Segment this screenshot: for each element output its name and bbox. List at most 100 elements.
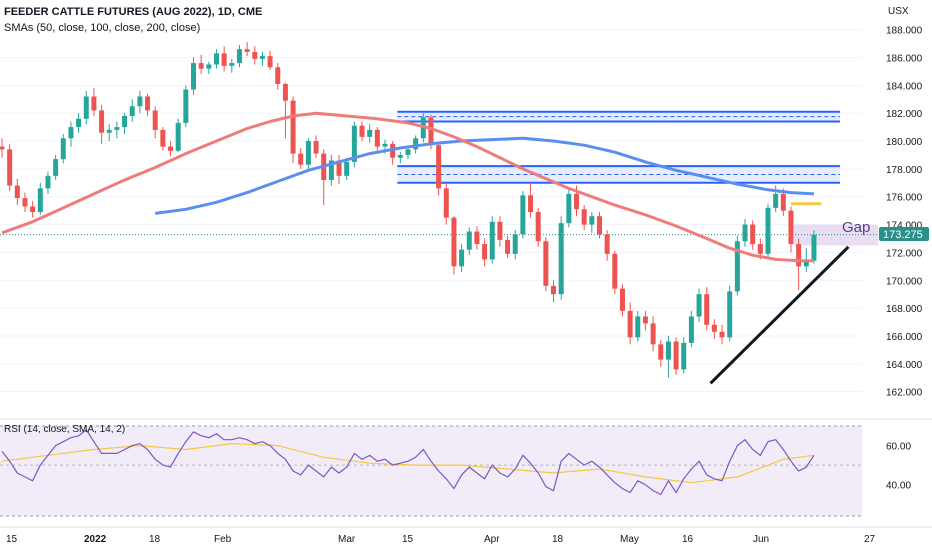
- candle-body: [359, 125, 365, 137]
- candle-body: [635, 316, 641, 338]
- candle-body: [160, 129, 166, 147]
- support-trendline: [709, 245, 850, 385]
- y-tick-label: 162.000: [886, 388, 923, 399]
- candle-body: [413, 138, 419, 150]
- candle-body: [298, 153, 304, 165]
- candle-body: [91, 96, 97, 111]
- candle-body: [351, 125, 357, 162]
- candle-body: [589, 216, 595, 225]
- rsi-line: [1, 429, 815, 496]
- candle-body: [711, 324, 717, 332]
- x-tick-label: 16: [682, 534, 694, 545]
- candle-body: [551, 285, 557, 295]
- candle-body: [405, 149, 411, 155]
- x-tick-label: Mar: [338, 534, 356, 545]
- rsi-band: [0, 426, 862, 516]
- x-tick-label: 18: [552, 534, 564, 545]
- candle-body: [512, 234, 518, 254]
- candle-body: [627, 310, 633, 338]
- candle-body: [30, 206, 36, 213]
- y-tick-label: 180.000: [886, 137, 923, 148]
- candle-body: [14, 185, 20, 199]
- candle-body: [206, 64, 212, 69]
- candle-body: [428, 117, 434, 146]
- candle-body: [719, 331, 725, 338]
- candle-body: [673, 341, 679, 370]
- y-tick-label: 166.000: [886, 332, 923, 343]
- candle-body: [305, 141, 311, 165]
- candle-body: [459, 249, 465, 267]
- candle-body: [596, 216, 602, 235]
- rsi-tick-label: 40.00: [886, 481, 911, 492]
- y-tick-label: 188.000: [886, 26, 923, 37]
- candle-body: [259, 56, 265, 59]
- candle-body: [229, 63, 235, 66]
- x-tick-label: 18: [149, 534, 161, 545]
- candle-body: [328, 160, 334, 181]
- currency-label: USX: [888, 6, 909, 17]
- candle-body: [221, 53, 227, 66]
- candle-body: [619, 288, 625, 311]
- price-tag-box: [879, 227, 929, 241]
- candle-body: [68, 127, 74, 139]
- candle-body: [757, 244, 763, 254]
- rsi-tick-label: 60.00: [886, 442, 911, 453]
- candle-body: [60, 138, 66, 160]
- candle-body: [267, 56, 273, 68]
- gap-label: Gap: [842, 219, 870, 236]
- candle-body: [574, 193, 579, 210]
- resistance-zone: [397, 166, 840, 183]
- candle-body: [114, 127, 120, 130]
- candle-body: [497, 221, 503, 240]
- candle-body: [76, 118, 82, 128]
- candle-body: [727, 291, 733, 338]
- candle-body: [382, 143, 388, 147]
- candle-body: [696, 294, 702, 317]
- candle-body: [336, 160, 342, 176]
- candle-body: [665, 341, 671, 360]
- x-tick-label: 27: [864, 534, 876, 545]
- candle-body: [106, 129, 112, 133]
- candle-body: [535, 212, 541, 242]
- candle-body: [145, 96, 151, 111]
- candle-body: [275, 67, 281, 84]
- sma-100-line: [155, 136, 815, 215]
- y-tick-label: 178.000: [886, 165, 923, 176]
- zones: [0, 110, 878, 246]
- candle-body: [528, 195, 534, 213]
- candle-body: [175, 122, 181, 151]
- candle-body: [558, 223, 564, 295]
- y-tick-label: 174.000: [886, 221, 923, 232]
- candle-body: [482, 244, 488, 260]
- x-tick-label: Jun: [753, 534, 769, 545]
- candle-body: [650, 323, 656, 345]
- x-tick-label: 2022: [84, 534, 107, 545]
- candle-body: [45, 175, 51, 189]
- y-tick-label: 164.000: [886, 360, 923, 371]
- x-axis: 15 2022 18 Feb Mar 15 Apr 18 May 16 Jun 27: [0, 526, 932, 545]
- candle-body: [811, 234, 817, 261]
- annotations: [709, 202, 850, 385]
- candle-body: [773, 193, 779, 208]
- resistance-zone: [397, 111, 840, 122]
- candle-body: [443, 188, 449, 218]
- candle-body: [780, 193, 786, 211]
- candle-body: [505, 239, 511, 254]
- candle-body: [129, 106, 135, 116]
- candle-body: [53, 159, 59, 176]
- x-tick-label: Feb: [214, 534, 232, 545]
- rsi-ma-line: [1, 442, 815, 484]
- candle-body: [520, 195, 526, 235]
- candle-body: [796, 244, 802, 267]
- y-tick-label: 182.000: [886, 109, 923, 120]
- candle-body: [397, 154, 403, 158]
- candle-body: [734, 241, 740, 292]
- y-tick-label: 184.000: [886, 81, 923, 92]
- candle-body: [7, 149, 13, 186]
- price-grid: [0, 29, 862, 393]
- candle-body: [168, 146, 174, 151]
- candle-body: [252, 51, 258, 59]
- candle-body: [642, 316, 648, 324]
- x-tick-label: 15: [402, 534, 414, 545]
